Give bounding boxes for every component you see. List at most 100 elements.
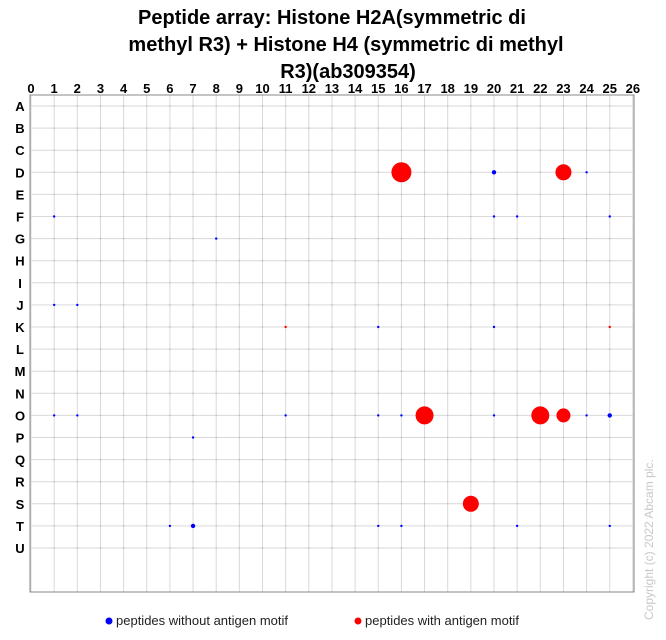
array-spot	[261, 215, 264, 218]
array-spot	[122, 259, 125, 262]
array-spot	[539, 282, 542, 284]
array-spot	[423, 282, 426, 284]
array-spot	[76, 370, 79, 373]
array-spot	[446, 436, 449, 439]
array-spot	[238, 348, 241, 350]
array-spot	[562, 127, 565, 129]
array-spot	[169, 458, 171, 461]
chart-title-line-3: R3)(ab309354)	[280, 61, 416, 83]
y-tick-label: J	[16, 298, 23, 313]
array-spot	[608, 348, 611, 350]
array-spot	[261, 304, 264, 306]
array-spot	[608, 193, 611, 196]
array-spot	[446, 259, 449, 262]
array-spot	[169, 480, 171, 483]
array-spot	[76, 237, 79, 240]
array-spot	[308, 193, 310, 196]
array-spot	[585, 105, 588, 107]
x-tick-label: 14	[348, 81, 363, 96]
chart-title: Peptide array: Histone H2A(symmetric di …	[128, 7, 563, 83]
array-spot	[99, 458, 102, 461]
array-spot	[169, 237, 171, 240]
array-spot	[192, 370, 194, 373]
array-spot	[377, 282, 380, 284]
array-spot	[354, 105, 356, 107]
array-spot	[284, 193, 287, 196]
array-spot	[331, 215, 333, 218]
array-spot	[423, 547, 426, 549]
point-with-motif	[462, 495, 479, 512]
array-spot	[284, 436, 287, 439]
array-spot	[169, 149, 171, 151]
x-tick-label: 23	[556, 81, 570, 96]
array-spot	[470, 127, 472, 129]
point-without-motif	[52, 414, 56, 417]
array-spot	[423, 215, 426, 218]
array-spot	[215, 193, 217, 196]
array-spot	[585, 503, 588, 505]
array-spot	[53, 259, 55, 262]
array-spot	[53, 503, 55, 505]
array-spot	[470, 547, 472, 549]
array-spot	[215, 458, 217, 461]
array-spot	[169, 326, 171, 328]
array-spot	[608, 436, 611, 439]
point-without-motif	[585, 414, 588, 417]
array-spot	[585, 525, 588, 527]
array-spot	[539, 259, 542, 262]
array-spot	[169, 171, 171, 174]
array-spot	[284, 392, 287, 395]
array-spot	[122, 105, 125, 107]
array-spot	[53, 348, 55, 350]
array-spot	[562, 304, 565, 306]
array-spot	[261, 348, 264, 350]
array-spot	[470, 237, 472, 240]
array-spot	[446, 480, 449, 483]
array-spot	[354, 348, 356, 350]
array-spot	[377, 370, 380, 373]
point-without-motif	[515, 215, 519, 218]
array-spot	[446, 370, 449, 373]
array-spot	[215, 149, 217, 151]
array-spot	[215, 480, 217, 483]
y-tick-label: L	[16, 342, 24, 357]
array-spot	[446, 149, 449, 151]
array-spot	[562, 282, 565, 284]
array-spot	[331, 458, 333, 461]
array-spot	[516, 304, 518, 306]
array-spot	[400, 259, 403, 262]
array-spot	[284, 171, 287, 174]
array-spot	[99, 547, 102, 549]
array-spot	[423, 503, 426, 505]
array-spot	[261, 282, 264, 284]
array-spot	[145, 237, 148, 240]
array-spot	[308, 503, 310, 505]
array-spot	[99, 392, 102, 395]
array-spot	[608, 149, 611, 151]
y-tick-label: C	[15, 143, 25, 158]
array-spot	[400, 326, 403, 328]
array-spot	[423, 392, 426, 395]
array-spot	[122, 149, 125, 151]
array-spot	[284, 503, 287, 505]
array-spot	[145, 547, 148, 549]
array-spot	[562, 480, 565, 483]
array-spot	[192, 149, 194, 151]
array-spot	[470, 525, 472, 527]
array-spot	[261, 149, 264, 151]
legend: peptides without antigen motif peptides …	[105, 613, 519, 628]
array-spot	[400, 105, 403, 107]
array-spot	[377, 259, 380, 262]
array-spot	[308, 171, 310, 174]
array-spot	[470, 193, 472, 196]
array-spot	[470, 105, 472, 107]
array-spot	[377, 436, 380, 439]
array-spot	[169, 503, 171, 505]
array-spot	[192, 304, 194, 306]
plot-frame	[29, 94, 635, 593]
array-spot	[608, 370, 611, 373]
array-spot	[261, 370, 264, 373]
array-spot	[145, 282, 148, 284]
array-spot	[354, 171, 356, 174]
